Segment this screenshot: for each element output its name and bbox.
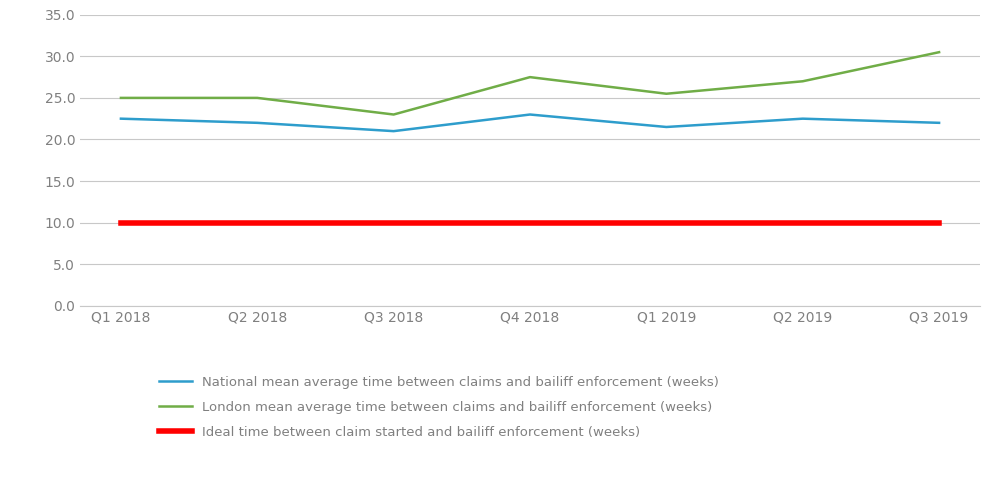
Line: London mean average time between claims and bailiff enforcement (weeks): London mean average time between claims … — [121, 52, 939, 114]
London mean average time between claims and bailiff enforcement (weeks) — [797, 78, 809, 84]
London mean average time between claims and bailiff enforcement (weeks) — [251, 95, 263, 101]
London mean average time between claims and bailiff enforcement (weeks) — [115, 95, 127, 101]
London mean average time between claims and bailiff enforcement (weeks) — [933, 49, 945, 55]
London mean average time between claims and bailiff enforcement (weeks) — [660, 91, 672, 97]
Ideal time between claim started and bailiff enforcement (weeks) — [524, 219, 536, 225]
National mean average time between claims and bailiff enforcement (weeks) — [660, 124, 672, 130]
Line: National mean average time between claims and bailiff enforcement (weeks): National mean average time between claim… — [121, 114, 939, 131]
Legend: National mean average time between claims and bailiff enforcement (weeks), Londo: National mean average time between claim… — [159, 376, 719, 439]
National mean average time between claims and bailiff enforcement (weeks) — [797, 116, 809, 122]
Ideal time between claim started and bailiff enforcement (weeks) — [933, 219, 945, 225]
Ideal time between claim started and bailiff enforcement (weeks) — [388, 219, 400, 225]
London mean average time between claims and bailiff enforcement (weeks) — [388, 111, 400, 117]
National mean average time between claims and bailiff enforcement (weeks) — [933, 120, 945, 126]
London mean average time between claims and bailiff enforcement (weeks) — [524, 74, 536, 80]
National mean average time between claims and bailiff enforcement (weeks) — [115, 116, 127, 122]
National mean average time between claims and bailiff enforcement (weeks) — [388, 128, 400, 134]
Ideal time between claim started and bailiff enforcement (weeks) — [660, 219, 672, 225]
Ideal time between claim started and bailiff enforcement (weeks) — [251, 219, 263, 225]
Ideal time between claim started and bailiff enforcement (weeks) — [115, 219, 127, 225]
National mean average time between claims and bailiff enforcement (weeks) — [251, 120, 263, 126]
National mean average time between claims and bailiff enforcement (weeks) — [524, 111, 536, 117]
Ideal time between claim started and bailiff enforcement (weeks) — [797, 219, 809, 225]
